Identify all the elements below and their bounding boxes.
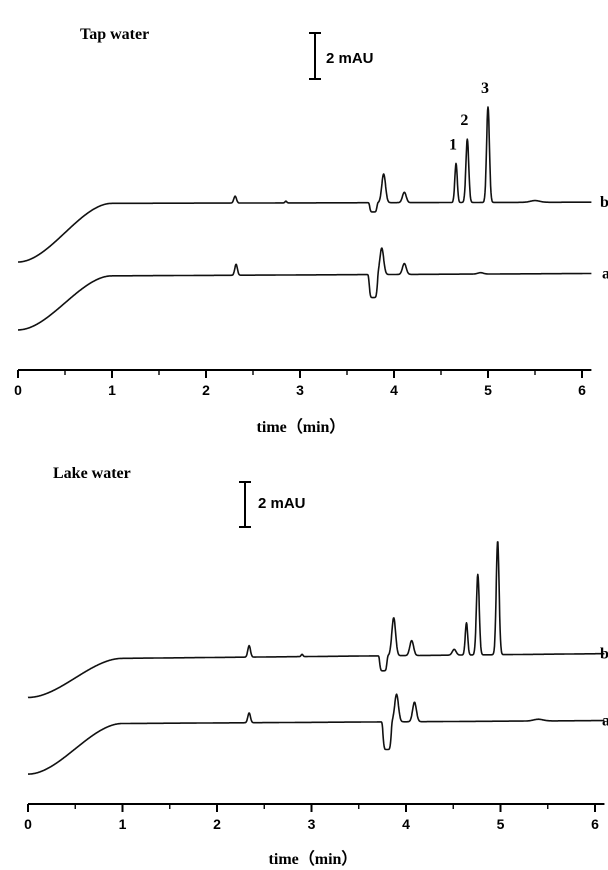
x-axis-label: time（min） — [257, 418, 346, 436]
scale-bar: 2 mAU — [309, 32, 374, 80]
x-axis: 0 1 2 3 4 5 6 — [14, 369, 592, 398]
trace-labels: ba — [600, 194, 608, 282]
x-tick-label: 0 — [24, 816, 32, 832]
trace-b — [27, 541, 605, 699]
peak-label: 1 — [449, 136, 457, 153]
trace-labels: ba — [600, 646, 608, 730]
scale-bar-label: 2 mAU — [258, 495, 306, 512]
x-tick-label: 3 — [308, 816, 316, 832]
x-tick-label: 3 — [296, 382, 304, 398]
x-tick-label: 1 — [108, 382, 116, 398]
x-tick-label: 1 — [119, 816, 127, 832]
x-tick-label: 5 — [497, 816, 505, 832]
x-tick-label: 6 — [591, 816, 599, 832]
x-tick-label: 0 — [14, 382, 22, 398]
peak-label: 2 — [460, 112, 468, 129]
panel-title: Lake water — [53, 465, 131, 482]
peak-label: 3 — [481, 80, 489, 97]
traces — [17, 106, 592, 331]
x-tick-label: 2 — [213, 816, 221, 832]
x-axis: 0 1 2 3 4 5 6 — [24, 803, 605, 832]
traces — [27, 541, 605, 775]
peak-labels: 123 — [449, 80, 489, 153]
scale-bar: 2 mAU — [239, 481, 306, 528]
trace-label-a: a — [602, 713, 608, 730]
trace-a — [27, 693, 605, 775]
trace-label-b: b — [600, 194, 608, 211]
panel-title: Tap water — [80, 26, 149, 43]
x-tick-label: 6 — [578, 382, 586, 398]
x-tick-label: 4 — [390, 382, 398, 398]
trace-label-a: a — [602, 266, 608, 283]
x-tick-label: 2 — [202, 382, 210, 398]
x-tick-label: 4 — [402, 816, 410, 832]
trace-b — [17, 106, 592, 263]
trace-a — [17, 247, 592, 331]
scale-bar-label: 2 mAU — [326, 50, 374, 67]
x-axis-label: time（min） — [269, 850, 358, 868]
trace-label-b: b — [600, 646, 608, 663]
x-tick-label: 5 — [484, 382, 492, 398]
